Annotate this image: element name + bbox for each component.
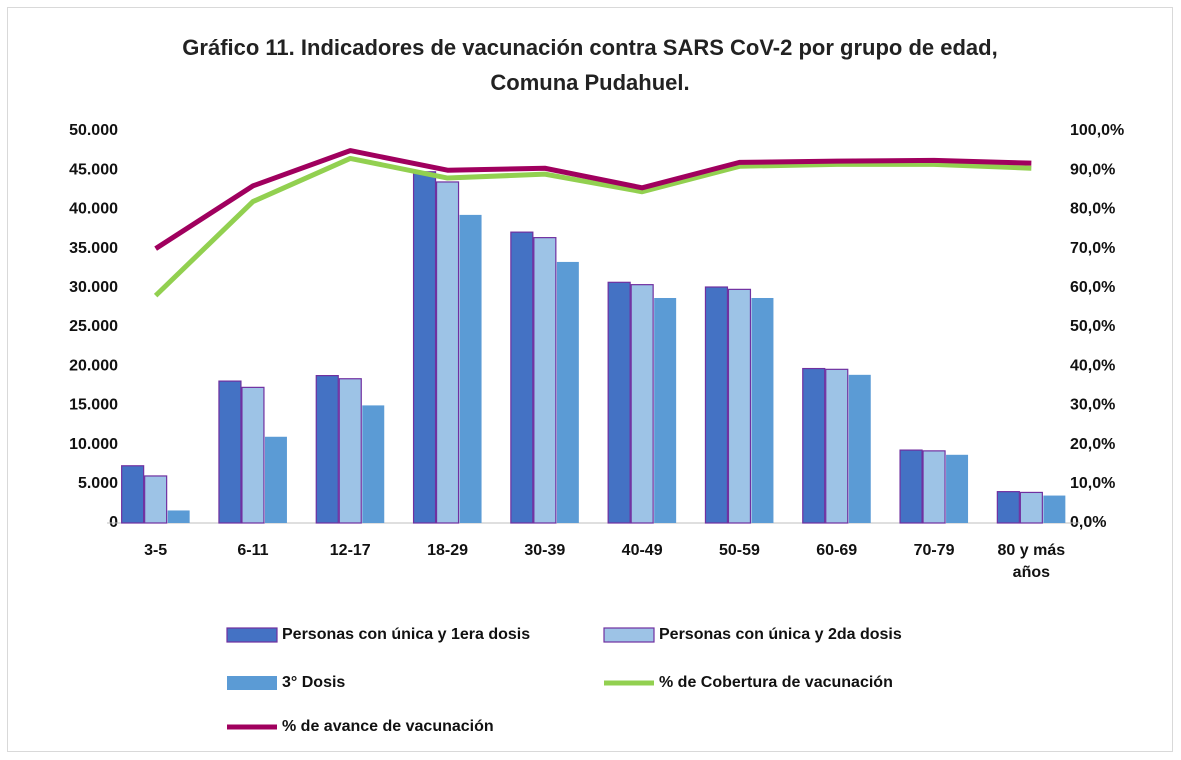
bar: [435, 181, 460, 524]
bar: [144, 475, 168, 524]
x-tick-label: 12-17: [329, 542, 371, 559]
line-series: [153, 155, 1032, 298]
bar: [533, 237, 557, 524]
legend-label: % de avance de vacunación: [282, 718, 494, 735]
bar: [1019, 491, 1043, 524]
bar: [412, 171, 437, 524]
bar: [704, 286, 729, 524]
y2-tick-label: 60,0%: [1070, 279, 1115, 296]
y-tick-label: 40.000: [69, 201, 118, 218]
bar: [218, 380, 242, 524]
legend-swatch: [603, 627, 655, 643]
y2-tick-label: 90,0%: [1070, 161, 1115, 178]
bar: [1043, 495, 1066, 523]
x-tick-label: 30-39: [524, 542, 566, 559]
y-tick-label: 50.000: [69, 122, 118, 139]
y-tick-label: 15.000: [69, 397, 118, 414]
bar: [241, 386, 265, 524]
y2-tick-label: 100,0%: [1070, 122, 1124, 139]
y2-tick-label: 50,0%: [1070, 318, 1115, 335]
chart-title: Gráfico 11. Indicadores de vacunación co…: [182, 35, 998, 95]
y-tick-label: 45.000: [69, 161, 118, 178]
bar: [825, 368, 849, 524]
bar: [727, 288, 752, 524]
bar: [607, 281, 631, 524]
bar: [654, 297, 677, 523]
bar: [899, 449, 923, 524]
y-tick-label: 5.000: [78, 475, 118, 492]
y-tick-label: 30.000: [69, 279, 118, 296]
bar: [946, 454, 969, 523]
y-tick-label: 20.000: [69, 357, 118, 374]
x-tick-label: 3-5: [144, 542, 168, 559]
x-tick-label: 18-29: [427, 542, 468, 559]
legend-label: 3° Dosis: [282, 674, 345, 691]
bar: [848, 374, 871, 523]
y-tick-label: 10.000: [69, 436, 118, 453]
x-tick-label: 40-49: [621, 542, 663, 559]
bar: [362, 405, 385, 523]
line-series: [154, 148, 1032, 251]
y2-tick-label: 10,0%: [1070, 475, 1115, 492]
legend-label: % de Cobertura de vacunación: [659, 674, 893, 691]
bar: [315, 375, 339, 524]
bar: [121, 465, 145, 524]
bar: [459, 214, 482, 523]
bar: [167, 510, 190, 523]
legend-label: Personas con única y 1era dosis: [282, 626, 530, 643]
y2-tick-label: 20,0%: [1070, 436, 1115, 453]
legend-swatch: [227, 676, 277, 690]
bar: [264, 436, 287, 523]
legend-swatch: [226, 627, 278, 643]
bar: [338, 378, 362, 524]
y2-tick-label: 30,0%: [1070, 397, 1115, 414]
x-tick-label: 70-79: [913, 542, 955, 559]
bar: [802, 367, 826, 524]
bar: [510, 231, 534, 524]
bar: [751, 297, 774, 523]
bar: [922, 450, 946, 524]
legend-label: Personas con única y 2da dosis: [659, 626, 902, 643]
x-tick-label: 80 y más años: [997, 542, 1066, 581]
bar: [996, 491, 1020, 524]
y2-tick-label: 80,0%: [1070, 201, 1115, 218]
y2-tick-label: 0,0%: [1070, 514, 1106, 531]
x-tick-label: 60-69: [816, 542, 858, 559]
y-tick-label: 35.000: [69, 240, 118, 257]
y2-tick-label: 40,0%: [1070, 357, 1115, 374]
bar: [556, 261, 579, 523]
x-tick-label: 50-59: [718, 542, 760, 559]
bar: [630, 284, 654, 524]
y-tick-label: 25.000: [69, 318, 118, 335]
x-tick-label: 6-11: [237, 542, 269, 559]
chart-frame: [7, 7, 1173, 752]
y2-tick-label: 70,0%: [1070, 240, 1115, 257]
